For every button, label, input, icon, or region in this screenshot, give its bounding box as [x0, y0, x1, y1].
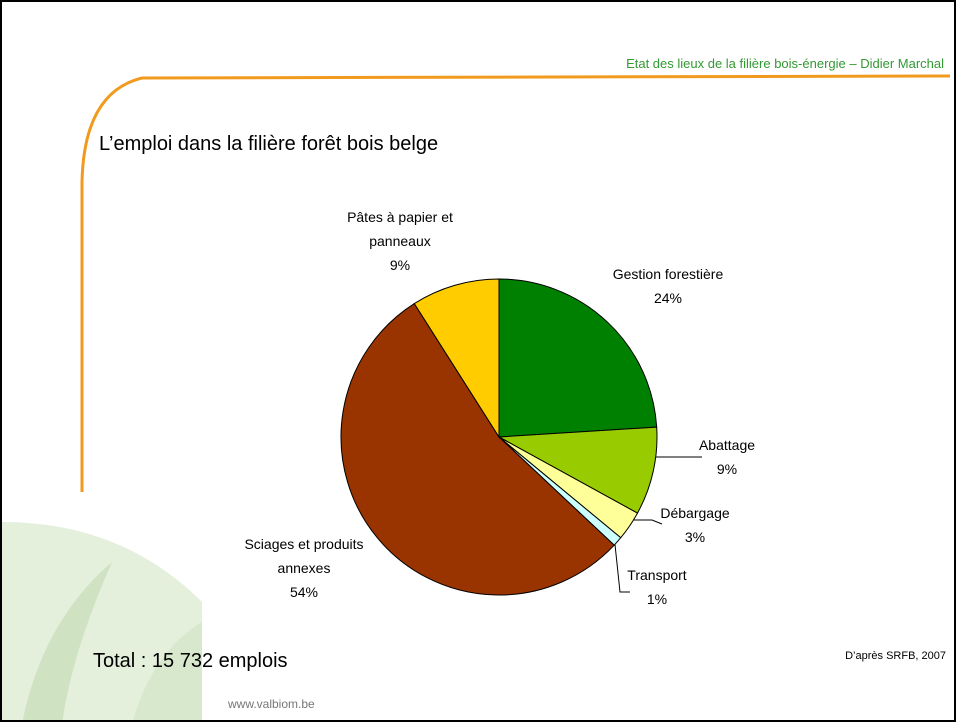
value-label: 3% [635, 525, 755, 549]
value-label: 9% [315, 253, 485, 277]
value-label: 1% [597, 587, 717, 611]
source: D’après SRFB, 2007 [845, 650, 946, 662]
value-label: 54% [219, 580, 389, 604]
category-label: Gestion forestière [583, 262, 753, 286]
category-label: Sciages et produits annexes [219, 532, 389, 580]
value-label: 24% [583, 286, 753, 310]
category-label: Abattage [667, 433, 787, 457]
value-label: 9% [667, 457, 787, 481]
slide: Etat des lieux de la filière bois-énergi… [0, 0, 956, 722]
total: Total : 15 732 emplois [93, 650, 288, 673]
footer-url: www.valbiom.be [228, 697, 315, 711]
category-label: Transport [597, 563, 717, 587]
chart-title: L’emploi dans la filière forêt bois belg… [99, 133, 438, 156]
decor [2, 2, 956, 722]
category-label: Débargage [635, 501, 755, 525]
header-subtitle: Etat des lieux de la filière bois-énergi… [626, 56, 944, 71]
category-label: Pâtes à papier et panneaux [315, 205, 485, 253]
